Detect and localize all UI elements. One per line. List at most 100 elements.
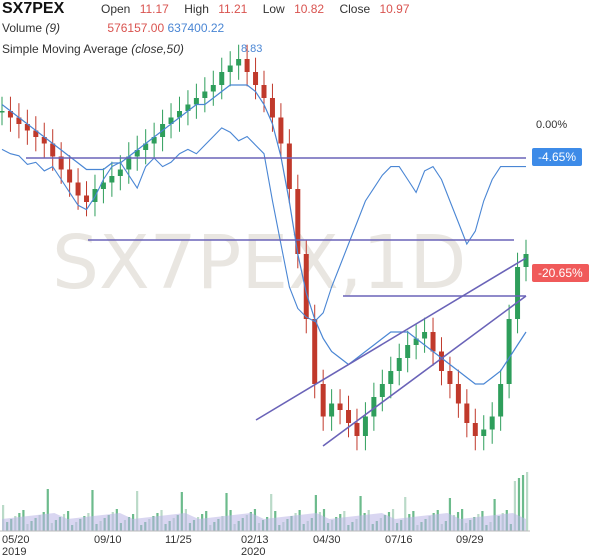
candle-body [346,410,352,423]
volume-value: 576157.00 [107,21,165,35]
candle-body [295,189,301,254]
candle-body [41,137,47,144]
candle-body [481,429,487,436]
candle-body [109,176,115,183]
volume-legend: Volume (9) 576157.00 637400.22 [2,21,224,35]
sma-label: Simple Moving Average [2,42,128,56]
candle-body [219,72,225,85]
candle-body [269,98,275,118]
candle-body [185,104,191,111]
volume-bar [493,499,496,531]
volume-bar [136,491,139,531]
volume-bar [521,475,525,531]
candle-body [388,371,394,384]
candle-body [151,137,157,144]
candle-body [227,65,233,72]
candle-body [354,423,360,436]
candle-body [303,254,309,319]
sma-legend: Simple Moving Average (close,50) [2,42,184,56]
candle-body [523,254,529,267]
candle-body [498,384,504,417]
x-tick-label: 09/10 [94,534,122,546]
x-tick-label: 2019 [2,546,26,558]
candle-body [472,423,478,436]
candle-body [438,351,444,371]
volume-param: (9) [45,21,61,35]
candles [0,44,529,451]
oscillator-path [1,127,526,323]
candle-body [413,338,419,345]
trendline[interactable] [322,295,527,447]
volume-average-area [2,513,526,531]
volume-bar [517,478,521,531]
volume-bars [2,472,529,531]
candle-body [117,169,123,176]
candle-body [261,85,267,98]
volume-bar [359,496,362,531]
candle-body [16,117,22,124]
candle-body [7,111,13,118]
candle-body [489,416,495,430]
candle-body [278,117,284,144]
candle-body [126,156,132,170]
sma-peak-label: 8.83 [241,43,262,55]
sma-line [1,84,527,385]
candle-body [168,117,174,124]
open-label: Open [101,2,131,16]
ohlc-row: Open 11.17 High 11.21 Low 10.82 Close 10… [101,2,410,16]
candle-body [253,72,259,85]
candle-body [286,143,292,189]
volume-bar [314,495,317,531]
candle-body [0,111,5,113]
open-value: 11.17 [139,2,169,16]
volume-bar [513,481,517,531]
candle-body [58,156,64,170]
candle-body [371,397,377,417]
sma-param: (close,50) [131,42,184,56]
candle-body [430,332,436,352]
x-tick-label: 11/25 [165,534,192,546]
candle-body [100,182,106,189]
candle-body [67,169,73,183]
high-value: 11.21 [218,2,248,16]
candle-body [312,319,318,384]
trendline[interactable] [255,257,527,421]
candle-body [455,384,461,404]
x-tick-label: 04/30 [313,534,341,546]
volume-bar [225,493,228,531]
oscillator-line [1,127,526,323]
trendlines[interactable] [26,157,527,447]
candle-body [202,91,208,98]
high-label: High [184,2,209,16]
volume-bar [180,492,183,531]
candle-body [92,189,98,202]
candle-body [515,267,521,319]
candle-body [193,98,199,105]
candle-body [405,345,411,358]
chart-watermark: SX7PEX,1D [52,220,466,306]
candle-body [244,59,250,72]
candle-body [24,124,30,131]
volume-bar [91,490,94,531]
volume-bar [526,472,529,531]
low-value: 10.82 [294,2,325,16]
candle-body [75,182,81,196]
volume-label: Volume [2,21,43,35]
candle-body [506,319,512,384]
candle-body [143,143,149,150]
x-tick-label: 02/13 [241,534,269,546]
close-value: 10.97 [379,2,410,16]
candle-body [33,130,39,137]
x-tick-label: 09/29 [456,534,484,546]
x-tick-label: 2020 [241,546,265,558]
price-badge-red: -20.65% [532,264,589,282]
close-label: Close [339,2,371,16]
volume-bar [46,489,49,531]
price-badge-blue: -4.65% [532,148,583,166]
candle-body [396,358,402,371]
x-tick-label: 05/20 [2,534,30,546]
candle-body [176,111,182,118]
volume-bar [2,505,5,531]
